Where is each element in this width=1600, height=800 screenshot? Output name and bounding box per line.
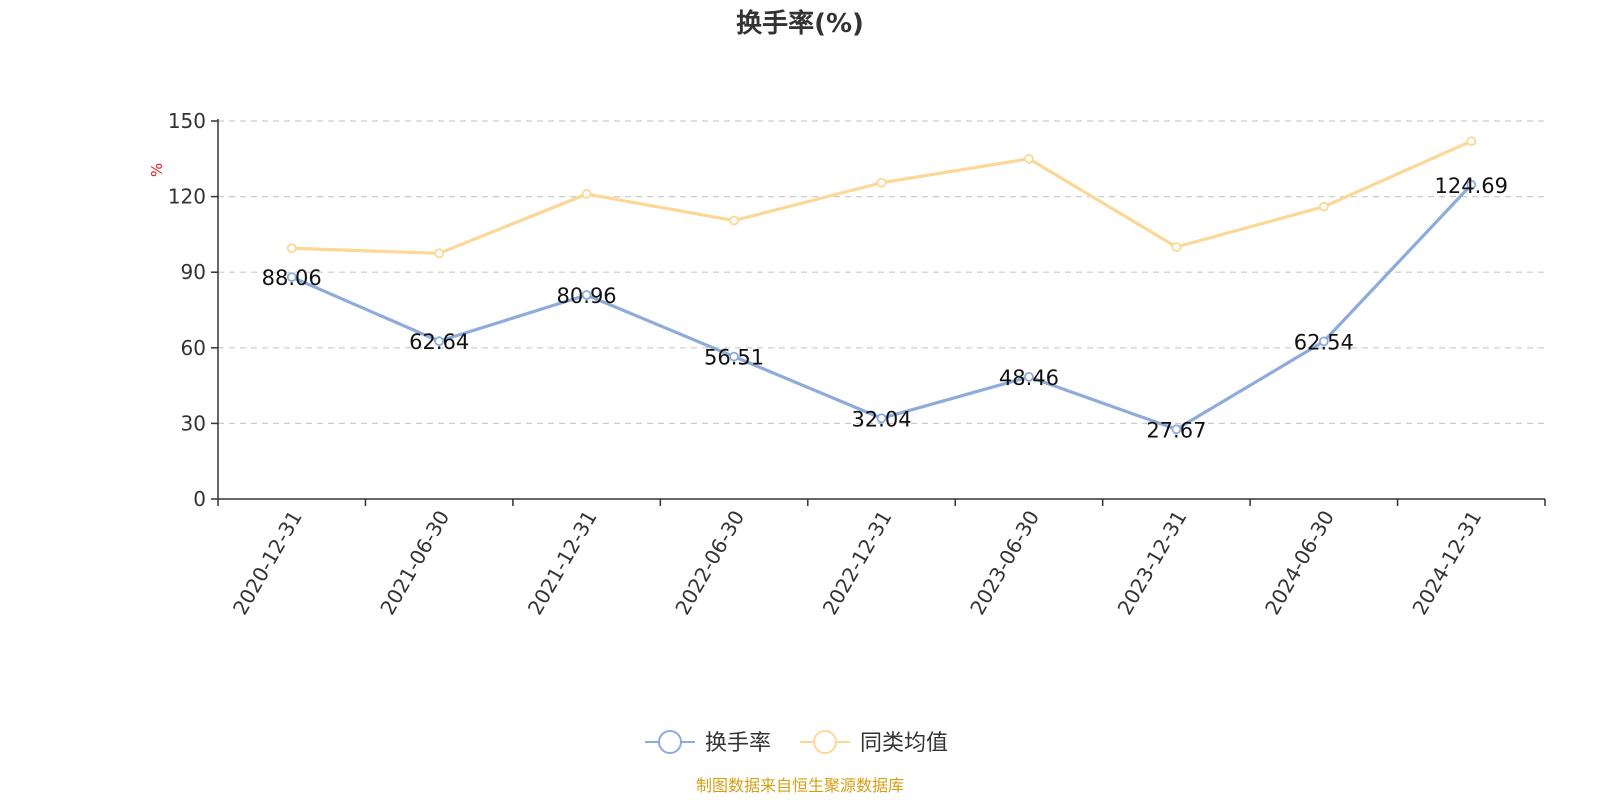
data-point — [1024, 153, 1034, 164]
legend-label: 换手率 — [705, 731, 771, 756]
legend-item[interactable]: 换手率 — [645, 730, 771, 756]
y-tick-label: 90 — [181, 260, 206, 284]
legend-marker — [813, 730, 837, 754]
x-tick-label: 2021-12-31 — [523, 506, 602, 619]
data-label: 62.54 — [1294, 330, 1354, 354]
series-lines — [286, 136, 1477, 435]
data-point — [1171, 424, 1182, 435]
legend-label: 同类均值 — [860, 731, 948, 756]
data-point — [1024, 371, 1034, 382]
data-point — [286, 272, 297, 282]
x-tick-label: 2023-12-31 — [1113, 506, 1192, 619]
data-point — [581, 290, 592, 300]
data-point — [434, 248, 445, 259]
x-tick-label: 2022-06-30 — [670, 506, 749, 619]
x-tick-label: 2021-06-30 — [375, 506, 454, 619]
x-tick-label: 2024-06-30 — [1260, 506, 1339, 619]
data-label: 124.69 — [1435, 174, 1508, 198]
data-point — [729, 351, 739, 362]
data-label: 88.06 — [262, 266, 322, 290]
data-label: 62.64 — [409, 330, 469, 354]
grid-lines — [218, 120, 1545, 424]
y-axis-unit-label: % — [148, 163, 166, 177]
x-tick-label: 2022-12-31 — [818, 506, 897, 619]
data-labels: 88.06 62.64 80.96 56.51 32.04 48.46 27.67 62.54… — [262, 174, 1508, 442]
x-tick-label: 2020-12-31 — [228, 506, 307, 619]
data-point — [1318, 336, 1329, 347]
x-tick-label: 2023-06-30 — [965, 506, 1044, 619]
series-line-0 — [290, 183, 1473, 431]
legend-item[interactable]: 同类均值 — [800, 730, 948, 756]
data-point — [581, 189, 592, 199]
x-tick-label: 2024-12-31 — [1407, 506, 1486, 619]
data-point — [1466, 136, 1477, 147]
chart-title: 换手率(%) — [736, 8, 864, 39]
data-point — [876, 177, 887, 188]
data-label: 27.67 — [1146, 418, 1206, 442]
legend-marker — [658, 730, 682, 754]
axes: 0 30 60 90 120 150 2020-12-31 2021-06-30 2021-12… — [168, 109, 1546, 619]
series-line-1 — [290, 139, 1473, 255]
data-label: 56.51 — [704, 346, 764, 370]
data-point — [1171, 242, 1182, 252]
data-label: 32.04 — [851, 407, 911, 431]
data-point — [876, 413, 887, 424]
data-label: 80.96 — [557, 284, 617, 308]
data-point — [1318, 201, 1329, 212]
legend[interactable]: 换手率 同类均值 — [645, 730, 948, 756]
y-tick-label: 0 — [193, 487, 206, 511]
y-tick-label: 60 — [181, 336, 206, 360]
y-tick-label: 30 — [181, 411, 206, 435]
data-label: 48.46 — [999, 366, 1059, 390]
data-point — [286, 243, 297, 254]
y-tick-label: 120 — [168, 185, 206, 209]
source-note: 制图数据来自恒生聚源数据库 — [696, 776, 904, 795]
data-point — [729, 215, 739, 226]
y-tick-label: 150 — [168, 109, 206, 133]
data-point — [434, 336, 445, 347]
data-point — [1466, 179, 1477, 190]
